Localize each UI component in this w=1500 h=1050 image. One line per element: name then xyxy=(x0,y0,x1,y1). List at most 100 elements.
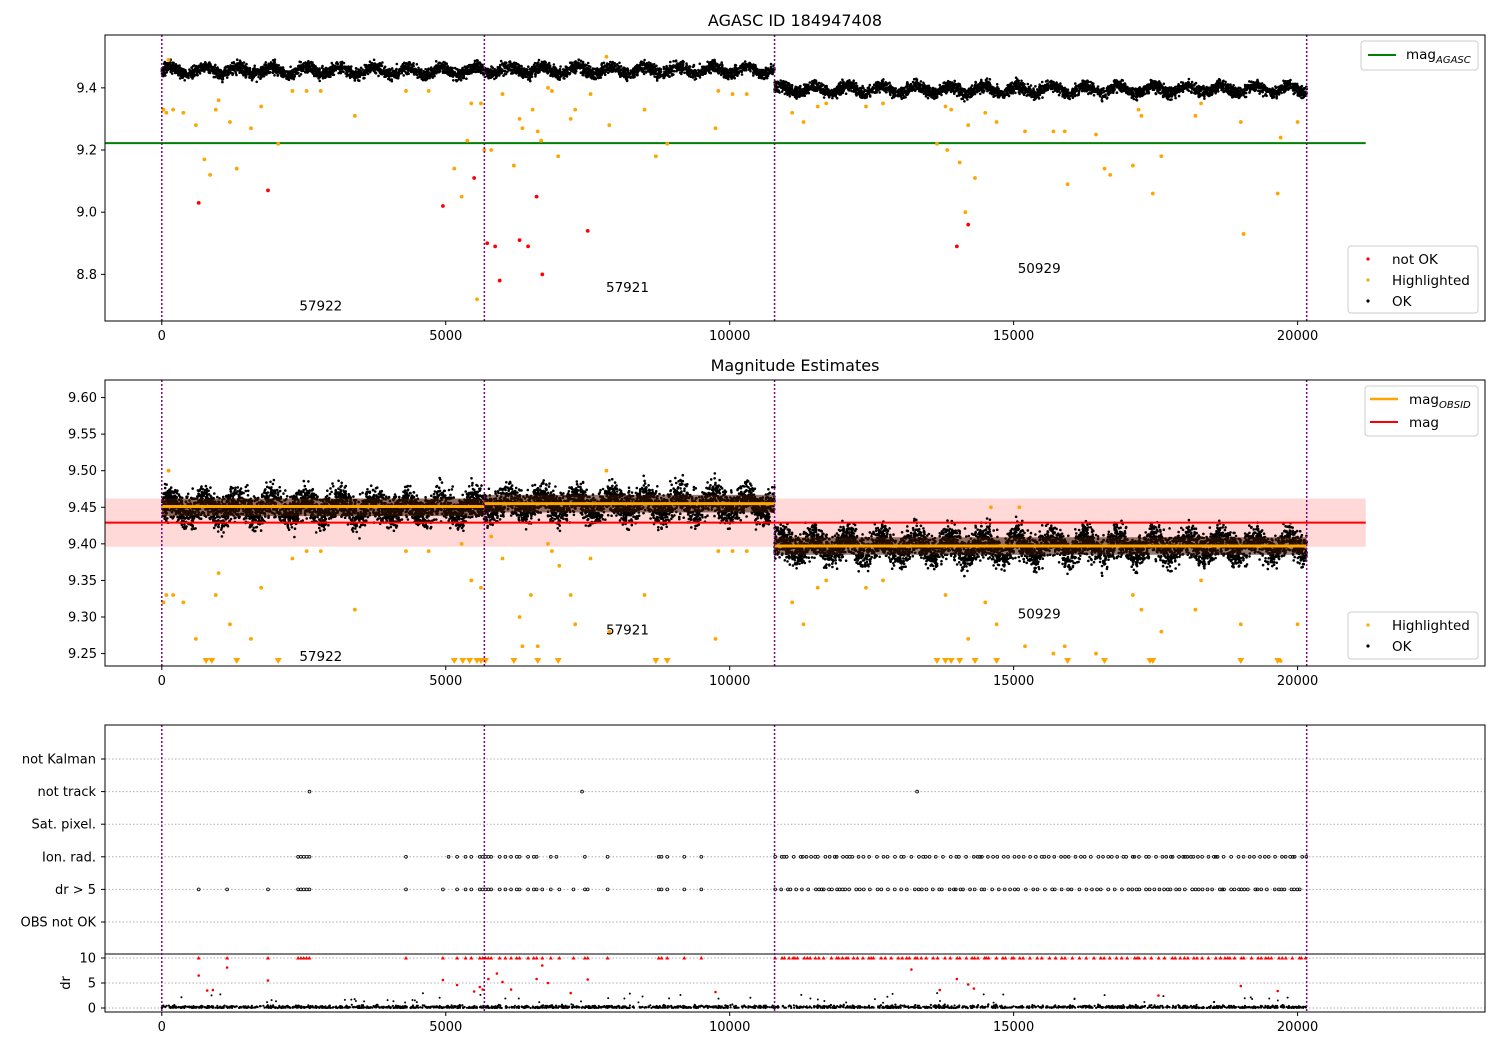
ok-point xyxy=(598,75,601,79)
ok-point xyxy=(307,65,311,69)
ok-point xyxy=(183,79,186,82)
ok-point xyxy=(253,64,256,68)
ok-point xyxy=(179,67,183,71)
ok-point xyxy=(408,67,412,71)
ok-point xyxy=(669,60,672,64)
ok-point xyxy=(189,71,193,74)
ok-point xyxy=(190,75,193,79)
ok-point xyxy=(525,69,528,73)
ok-point xyxy=(507,66,511,70)
ok-point xyxy=(722,71,725,75)
ok-point xyxy=(318,79,322,83)
ok-point xyxy=(452,79,455,82)
ok-point xyxy=(417,76,420,79)
ok-point xyxy=(672,59,675,63)
ok-point xyxy=(618,61,621,65)
ok-point xyxy=(747,62,751,66)
ok-point xyxy=(572,66,575,69)
ok-point xyxy=(395,62,399,66)
ok-point xyxy=(488,70,492,74)
ok-point xyxy=(667,68,671,71)
ok-point xyxy=(637,66,640,69)
ok-point xyxy=(225,66,229,69)
ok-point xyxy=(395,67,398,71)
ok-point xyxy=(198,72,202,75)
ok-point xyxy=(712,66,715,69)
ok-point xyxy=(274,66,278,69)
ok-point xyxy=(576,63,580,67)
ok-point xyxy=(698,62,702,66)
ok-point xyxy=(700,65,704,69)
ok-point xyxy=(707,70,711,74)
ok-point xyxy=(441,67,444,70)
ok-point xyxy=(752,68,756,72)
ok-point xyxy=(587,64,591,68)
ok-point xyxy=(453,66,457,70)
ok-point xyxy=(413,73,416,76)
ok-point xyxy=(207,69,211,72)
ok-point xyxy=(402,74,406,77)
ok-point xyxy=(183,69,187,72)
ok-point xyxy=(513,68,517,72)
ok-point xyxy=(769,62,773,66)
ok-point xyxy=(261,72,264,76)
ok-point xyxy=(757,68,761,72)
ok-point xyxy=(442,60,446,64)
ok-point xyxy=(749,69,752,73)
ok-point xyxy=(613,65,617,68)
ok-point xyxy=(584,74,588,78)
ok-point xyxy=(211,65,214,69)
ok-point xyxy=(332,73,336,77)
ok-point xyxy=(564,65,568,68)
ok-point xyxy=(646,70,649,73)
ok-point xyxy=(231,73,234,77)
ok-point xyxy=(743,67,747,70)
ok-point xyxy=(449,66,453,69)
ok-point xyxy=(380,72,384,75)
ok-point xyxy=(642,72,646,76)
ok-point xyxy=(289,65,292,69)
ok-point xyxy=(276,74,280,77)
ok-point xyxy=(251,77,254,80)
ok-point xyxy=(476,59,479,62)
ok-point xyxy=(257,68,261,71)
ok-point xyxy=(624,77,628,81)
ok-point xyxy=(445,66,448,70)
ok-point xyxy=(436,70,440,73)
ok-point xyxy=(338,66,342,70)
ok-point xyxy=(357,71,360,75)
ok-point xyxy=(392,69,396,73)
ok-point xyxy=(504,72,508,76)
ok-point xyxy=(1040,80,1044,84)
ok-point xyxy=(398,68,402,71)
ok-point xyxy=(359,66,363,70)
ok-point xyxy=(556,75,560,79)
ok-point xyxy=(236,68,239,72)
ok-point xyxy=(311,67,314,71)
ok-point xyxy=(306,62,309,65)
ok-point xyxy=(675,63,678,66)
ok-point xyxy=(214,63,217,67)
ok-point xyxy=(622,67,625,70)
ok-point xyxy=(370,61,374,65)
ok-point xyxy=(720,61,723,64)
ok-point xyxy=(455,75,459,78)
ok-point xyxy=(480,67,484,71)
ok-point xyxy=(609,60,612,64)
ok-point xyxy=(315,73,318,77)
ok-point xyxy=(523,73,526,77)
ok-point xyxy=(752,71,755,75)
ok-point xyxy=(165,68,168,72)
ok-point xyxy=(643,70,647,73)
ok-point xyxy=(537,58,541,62)
ok-point xyxy=(199,65,203,68)
ok-point xyxy=(362,72,366,76)
ok-point xyxy=(507,64,511,67)
ok-point xyxy=(306,70,310,73)
ok-point xyxy=(235,58,239,61)
ok-point xyxy=(662,72,666,75)
ok-point xyxy=(273,74,276,77)
ok-point xyxy=(507,69,510,72)
ok-point xyxy=(178,64,181,67)
ok-point xyxy=(498,63,502,67)
